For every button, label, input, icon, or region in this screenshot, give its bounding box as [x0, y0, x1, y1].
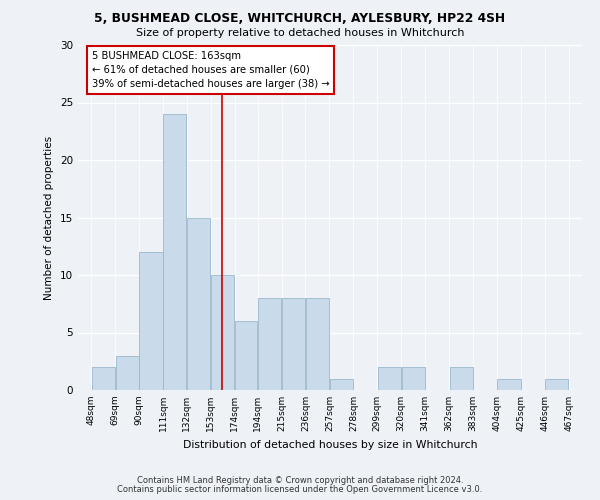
Bar	[163, 114, 187, 390]
Bar	[211, 275, 235, 390]
Bar	[235, 321, 257, 390]
Bar	[497, 378, 521, 390]
Bar	[378, 367, 401, 390]
Y-axis label: Number of detached properties: Number of detached properties	[44, 136, 55, 300]
Text: 5, BUSHMEAD CLOSE, WHITCHURCH, AYLESBURY, HP22 4SH: 5, BUSHMEAD CLOSE, WHITCHURCH, AYLESBURY…	[94, 12, 506, 26]
Text: Contains public sector information licensed under the Open Government Licence v3: Contains public sector information licen…	[118, 485, 482, 494]
Bar	[187, 218, 211, 390]
Text: 5 BUSHMEAD CLOSE: 163sqm
← 61% of detached houses are smaller (60)
39% of semi-d: 5 BUSHMEAD CLOSE: 163sqm ← 61% of detach…	[92, 51, 329, 89]
Bar	[402, 367, 425, 390]
X-axis label: Distribution of detached houses by size in Whitchurch: Distribution of detached houses by size …	[183, 440, 477, 450]
Bar	[116, 356, 139, 390]
Text: Size of property relative to detached houses in Whitchurch: Size of property relative to detached ho…	[136, 28, 464, 38]
Bar	[306, 298, 329, 390]
Bar	[330, 378, 353, 390]
Bar	[282, 298, 305, 390]
Bar	[139, 252, 163, 390]
Bar	[449, 367, 473, 390]
Bar	[92, 367, 115, 390]
Text: Contains HM Land Registry data © Crown copyright and database right 2024.: Contains HM Land Registry data © Crown c…	[137, 476, 463, 485]
Bar	[258, 298, 281, 390]
Bar	[545, 378, 568, 390]
